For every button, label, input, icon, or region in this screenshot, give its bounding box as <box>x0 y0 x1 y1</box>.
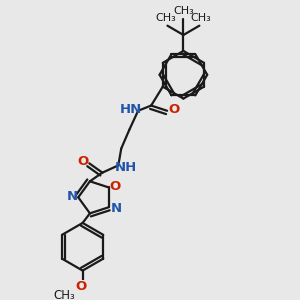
Text: O: O <box>110 180 121 193</box>
Text: N: N <box>110 202 122 214</box>
Text: O: O <box>168 103 179 116</box>
Text: CH₃: CH₃ <box>156 14 176 23</box>
Text: O: O <box>77 154 88 167</box>
Text: N: N <box>66 190 77 203</box>
Text: CH₃: CH₃ <box>173 5 194 16</box>
Text: HN: HN <box>120 103 142 116</box>
Text: O: O <box>76 280 87 293</box>
Text: NH: NH <box>115 161 137 174</box>
Text: CH₃: CH₃ <box>190 14 211 23</box>
Text: CH₃: CH₃ <box>54 289 76 300</box>
